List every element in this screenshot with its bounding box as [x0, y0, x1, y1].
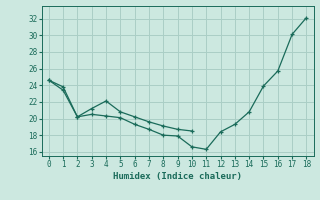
- X-axis label: Humidex (Indice chaleur): Humidex (Indice chaleur): [113, 172, 242, 181]
